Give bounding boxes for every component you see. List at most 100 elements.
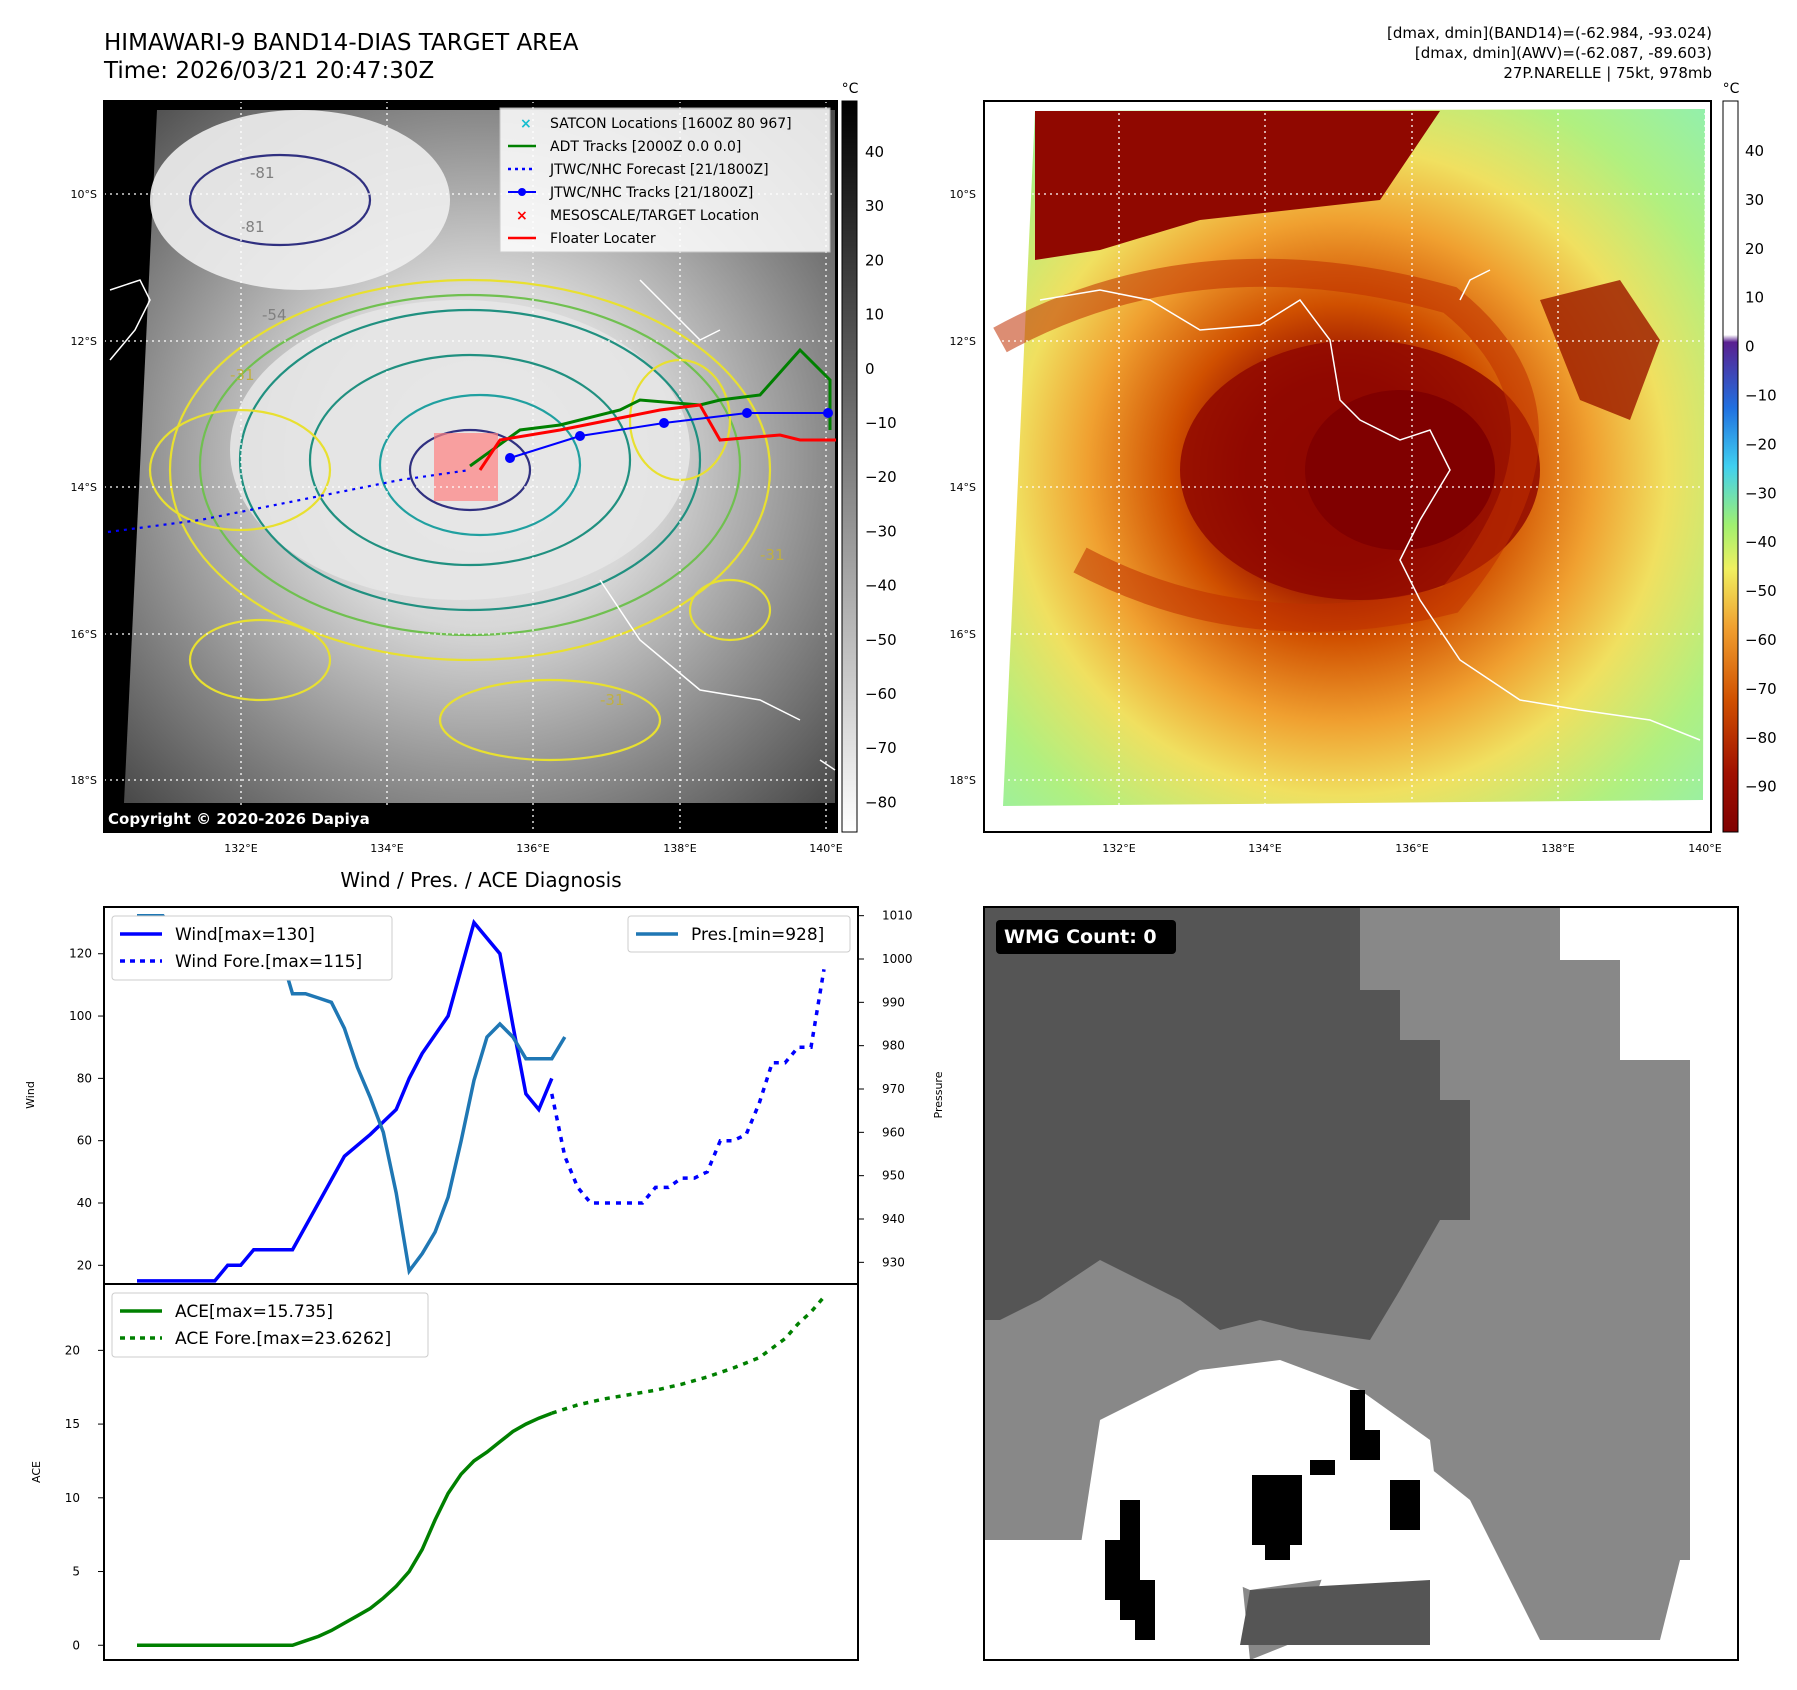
color-colorbar-tick: −60 bbox=[1745, 631, 1777, 649]
lat-tick-label: 18°S bbox=[71, 774, 97, 787]
wmg-black-cells bbox=[1105, 1390, 1420, 1640]
ace-tick-label: 0 bbox=[72, 1638, 80, 1652]
lat-tick-label: 18°S bbox=[950, 774, 976, 787]
gray-colorbar-tick: 30 bbox=[865, 197, 884, 215]
pressure-tick-label: 1000 bbox=[882, 952, 913, 966]
figure-title-line1: HIMAWARI-9 BAND14-DIAS TARGET AREA bbox=[104, 30, 579, 56]
lat-tick-label: 10°S bbox=[71, 188, 97, 201]
lon-tick-label: 136°E bbox=[1395, 842, 1428, 855]
svg-text:×: × bbox=[520, 116, 532, 132]
color-colorbar-tick: 20 bbox=[1745, 240, 1764, 258]
pressure-tick-label: 960 bbox=[882, 1125, 905, 1139]
color-colorbar-unit: °C bbox=[1723, 81, 1740, 97]
color-colorbar-tick: −50 bbox=[1745, 582, 1777, 600]
wind-tick-label: 80 bbox=[77, 1071, 92, 1085]
color-colorbar-tick: −30 bbox=[1745, 484, 1777, 502]
diagnosis-title: Wind / Pres. / ACE Diagnosis bbox=[340, 868, 621, 892]
lon-tick-label: 138°E bbox=[663, 842, 696, 855]
info-line-band14: [dmax, dmin](BAND14)=(-62.984, -93.024) bbox=[1387, 24, 1712, 42]
contour-label: -81 bbox=[250, 164, 275, 182]
wmg-dark-region bbox=[984, 907, 1470, 1340]
wind-legend: Wind[max=130] Wind Fore.[max=115] bbox=[111, 915, 393, 981]
mesoscale-target-box bbox=[434, 433, 498, 501]
pressure-tick-label: 970 bbox=[882, 1082, 905, 1096]
lat-tick-label: 10°S bbox=[950, 188, 976, 201]
gray-colorbar-tick: −40 bbox=[865, 577, 897, 595]
wind-tick-label: 120 bbox=[69, 947, 92, 961]
lat-tick-label: 14°S bbox=[950, 481, 976, 494]
lon-tick-label: 136°E bbox=[516, 842, 549, 855]
info-line-storm: 27P.NARELLE | 75kt, 978mb bbox=[1503, 64, 1712, 82]
lon-tick-label: 134°E bbox=[1248, 842, 1281, 855]
gray-colorbar-tick: −80 bbox=[865, 793, 897, 811]
gray-colorbar-tick: −60 bbox=[865, 685, 897, 703]
wmg-panel: WMG Count: 0 bbox=[983, 906, 1739, 1661]
gray-colorbar-tick: −70 bbox=[865, 739, 897, 757]
info-line-awv: [dmax, dmin](AWV)=(-62.087, -89.603) bbox=[1415, 44, 1712, 62]
contour-label: -31 bbox=[230, 366, 255, 384]
gray-colorbar-unit: °C bbox=[842, 81, 859, 97]
legend-ace-fore: ACE Fore.[max=23.6262] bbox=[175, 1329, 391, 1349]
coastline bbox=[109, 279, 836, 771]
legend-pressure: Pres.[min=928] bbox=[691, 925, 824, 945]
floater-track bbox=[478, 403, 837, 471]
pressure-tick-label: 940 bbox=[882, 1212, 905, 1226]
jtwc-forecast-track bbox=[107, 468, 471, 534]
pressure-legend: Pres.[min=928] bbox=[627, 915, 851, 953]
wind-tick-label: 100 bbox=[69, 1009, 92, 1023]
ir-color-map bbox=[983, 100, 1712, 833]
gray-colorbar-tick: 0 bbox=[865, 360, 875, 378]
legend-wind-fore: Wind Fore.[max=115] bbox=[175, 952, 362, 972]
legend-jtwc-tracks: JTWC/NHC Tracks [21/1800Z] bbox=[549, 185, 753, 201]
lon-tick-label: 134°E bbox=[370, 842, 403, 855]
color-colorbar-tick: −90 bbox=[1745, 778, 1777, 796]
series-line-wind-forecast bbox=[550, 969, 826, 1205]
ace-tick-label: 20 bbox=[65, 1343, 80, 1357]
figure-title-line2: Time: 2026/03/21 20:47:30Z bbox=[103, 58, 434, 84]
ace-chart: ACE 0 5 10 15 20 ACE[max=15.735] ACE Fore.[m… bbox=[30, 1283, 859, 1661]
ace-axis-label: ACE bbox=[30, 1461, 43, 1483]
pressure-tick-label: 930 bbox=[882, 1255, 905, 1269]
gray-colorbar-tick: 40 bbox=[865, 143, 884, 161]
ace-tick-label: 10 bbox=[65, 1491, 80, 1505]
ace-tick-label: 5 bbox=[72, 1565, 80, 1579]
color-colorbar-tick: 0 bbox=[1745, 338, 1755, 356]
lon-tick-label: 132°E bbox=[1102, 842, 1135, 855]
lon-tick-label: 132°E bbox=[224, 842, 257, 855]
cold-cloud-top bbox=[1035, 111, 1440, 260]
lat-tick-label: 16°S bbox=[950, 628, 976, 641]
legend-adt: ADT Tracks [2000Z 0.0 0.0] bbox=[550, 139, 741, 155]
copyright-text: Copyright © 2020-2026 Dapiya bbox=[108, 810, 370, 828]
color-colorbar-tick: 30 bbox=[1745, 191, 1764, 209]
map-legend: × × SATCON Locations [1600Z 80 967] ADT … bbox=[499, 107, 831, 253]
lon-tick-label: 140°E bbox=[1688, 842, 1721, 855]
gray-colorbar-tick: −20 bbox=[865, 468, 897, 486]
contour-label: -54 bbox=[262, 306, 287, 324]
legend-satcon: SATCON Locations [1600Z 80 967] bbox=[550, 116, 792, 132]
wind-tick-label: 60 bbox=[77, 1134, 92, 1148]
pressure-tick-label: 1010 bbox=[882, 909, 913, 923]
legend-floater: Floater Locater bbox=[550, 231, 656, 247]
legend-mesoscale: MESOSCALE/TARGET Location bbox=[550, 208, 759, 224]
color-colorbar-tick: −10 bbox=[1745, 387, 1777, 405]
lat-tick-label: 16°S bbox=[71, 628, 97, 641]
gray-colorbar: °C 40 30 20 10 0 −10 −20 −30 −40 −50 −60 −70 −80 bbox=[841, 81, 897, 833]
series-line-ace-forecast bbox=[551, 1295, 826, 1415]
lat-tick-label: 12°S bbox=[950, 335, 976, 348]
wind-tick-label: 40 bbox=[77, 1196, 92, 1210]
gray-colorbar-tick: 20 bbox=[865, 251, 884, 269]
gray-colorbar-tick: −50 bbox=[865, 631, 897, 649]
ir-grayscale-map: -81 -81 -54 -31 -31 -31 bbox=[103, 100, 838, 833]
pressure-axis-label: Pressure bbox=[932, 1071, 945, 1118]
color-colorbar-tick: −70 bbox=[1745, 680, 1777, 698]
color-colorbar: °C 40 30 20 10 0 −10 −20 −30 −40 −50 −60 −70 −80 −90 bbox=[1722, 81, 1777, 833]
color-colorbar-tick: −80 bbox=[1745, 729, 1777, 747]
contour-label: -31 bbox=[760, 546, 785, 564]
pressure-tick-label: 990 bbox=[882, 995, 905, 1009]
lon-tick-label: 140°E bbox=[809, 842, 842, 855]
series-line-ace bbox=[137, 1411, 553, 1648]
gray-colorbar-tick: −10 bbox=[865, 414, 897, 432]
gray-colorbar-tick: 10 bbox=[865, 306, 884, 324]
color-colorbar-tick: 10 bbox=[1745, 289, 1764, 307]
